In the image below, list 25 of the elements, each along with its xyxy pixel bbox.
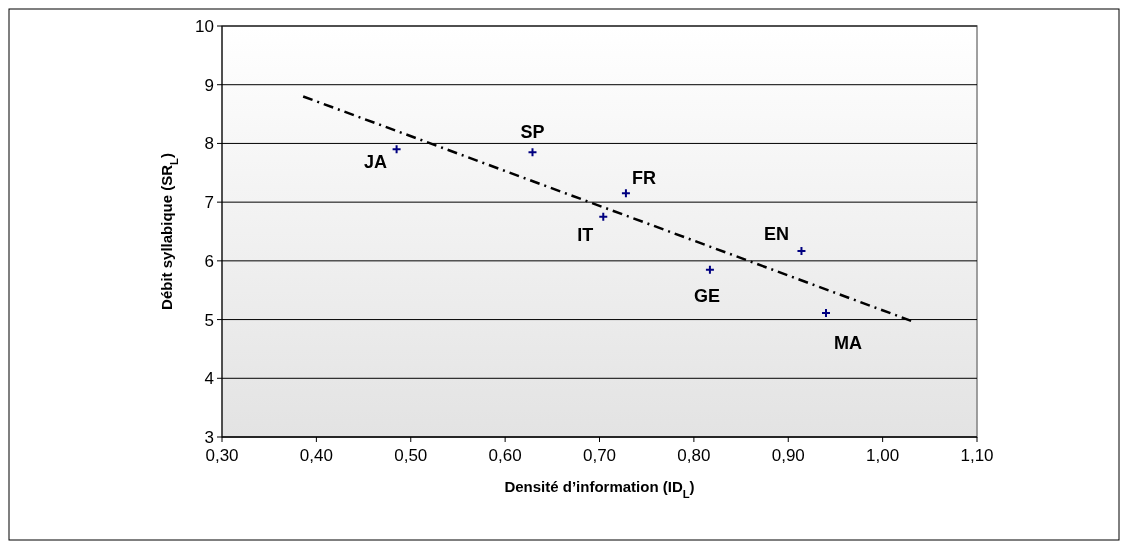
y-tick-label: 9	[204, 75, 214, 95]
annotation: IT	[577, 225, 594, 246]
annotation: MA	[834, 333, 862, 354]
x-tick-label: 0,50	[394, 446, 428, 465]
y-tick-label: 3	[204, 427, 214, 447]
x-tick-label: 0,90	[771, 446, 805, 465]
x-tick-label: 0,30	[205, 446, 239, 465]
y-tick-label: 5	[204, 310, 214, 330]
x-tick-label: 0,70	[582, 446, 617, 465]
annotation: GE	[693, 285, 720, 306]
x-tick-label: 0,60	[488, 446, 522, 465]
annotation: FR	[631, 167, 656, 188]
annotation: EN	[763, 224, 789, 245]
y-tick-label: 7	[204, 193, 214, 213]
y-tick-label: 8	[204, 134, 214, 154]
annotation: SP	[520, 121, 545, 142]
x-tick-label: 1,00	[866, 446, 900, 465]
annotation: JA	[364, 151, 388, 172]
y-tick-label: 6	[204, 251, 214, 271]
x-tick-label: 1,10	[960, 446, 994, 465]
x-axis-title: Densité d’information (ID$_{L}$)	[504, 478, 695, 500]
y-tick-label: 4	[204, 369, 214, 389]
x-tick-label: 0,40	[299, 446, 333, 465]
y-tick-label: 10	[195, 16, 214, 36]
x-tick-label: 0,80	[677, 446, 711, 465]
